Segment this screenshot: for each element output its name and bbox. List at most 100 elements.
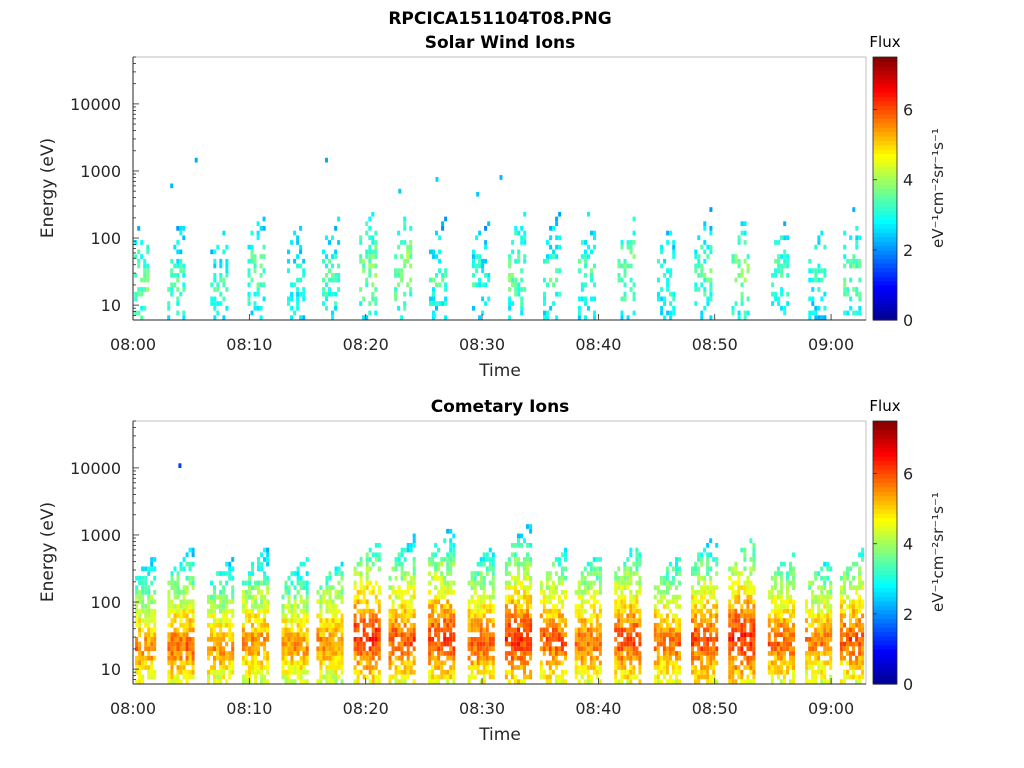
spectrogram-cell bbox=[517, 604, 520, 609]
spectrogram-cell bbox=[814, 244, 818, 250]
spectrogram-cell bbox=[586, 665, 590, 670]
spectrogram-cell bbox=[284, 674, 288, 680]
colorbar-segment bbox=[873, 521, 897, 527]
y-tick-label: 10 bbox=[101, 296, 121, 315]
spectrogram-cell bbox=[337, 608, 341, 614]
spectrogram-cell bbox=[434, 665, 438, 670]
spectrogram-cell bbox=[374, 665, 378, 670]
spectrogram-cell bbox=[749, 594, 753, 600]
spectrogram-cell bbox=[614, 637, 618, 642]
spectrogram-cell bbox=[446, 637, 450, 642]
spectrogram-cell bbox=[577, 627, 581, 633]
spectrogram-cell bbox=[734, 277, 738, 283]
spectrogram-cell bbox=[400, 277, 404, 283]
spectrogram-cell bbox=[691, 566, 694, 572]
spectrogram-cell bbox=[560, 604, 564, 609]
spectrogram-cell bbox=[262, 244, 266, 250]
spectrogram-cell bbox=[356, 674, 360, 680]
spectrogram-cell bbox=[446, 651, 450, 656]
spectrogram-cell bbox=[331, 665, 335, 670]
spectrogram-cell bbox=[703, 277, 707, 283]
spectrogram-cell bbox=[403, 305, 407, 311]
spectrogram-cell bbox=[517, 679, 520, 684]
spectrogram-cell bbox=[394, 632, 398, 637]
spectrogram-cell bbox=[260, 580, 264, 586]
spectrogram-cell bbox=[731, 580, 735, 586]
spectrogram-cell bbox=[449, 604, 453, 609]
spectrogram-cell bbox=[737, 590, 741, 595]
spectrogram-cell bbox=[728, 632, 732, 637]
spectrogram-cell bbox=[479, 618, 483, 623]
spectrogram-cell bbox=[485, 655, 489, 661]
spectrogram-cell bbox=[138, 627, 142, 633]
colorbar-segment bbox=[873, 280, 897, 286]
spectrogram-cell bbox=[429, 296, 432, 302]
spectrogram-cell bbox=[580, 669, 584, 675]
spectrogram-cell bbox=[293, 613, 297, 619]
y-tick-label: 10 bbox=[101, 660, 121, 679]
spectrogram-cell bbox=[247, 244, 251, 250]
spectrogram-cell bbox=[749, 660, 753, 666]
spectrogram-cell bbox=[188, 651, 192, 656]
spectrogram-cell bbox=[740, 608, 744, 614]
spectrogram-cell bbox=[262, 226, 266, 231]
spectrogram-cell bbox=[147, 585, 151, 590]
spectrogram-cell bbox=[551, 669, 555, 675]
spectrogram-cell bbox=[703, 221, 707, 226]
spectrogram-cell bbox=[299, 655, 303, 661]
spectrogram-cell bbox=[858, 665, 862, 670]
spectrogram-cell bbox=[170, 585, 174, 590]
spectrogram-cell bbox=[397, 268, 401, 273]
colorbar-segment bbox=[873, 587, 897, 593]
spectrogram-cell bbox=[284, 622, 288, 628]
spectrogram-cell bbox=[337, 277, 341, 283]
spectrogram-cell bbox=[449, 622, 453, 628]
spectrogram-cell bbox=[779, 632, 783, 637]
spectrogram-cell bbox=[406, 627, 410, 633]
spectrogram-cell bbox=[849, 655, 852, 661]
spectrogram-cell bbox=[287, 268, 290, 273]
spectrogram-cell bbox=[740, 669, 744, 675]
spectrogram-cell bbox=[779, 651, 783, 656]
spectrogram-cell bbox=[331, 622, 335, 628]
spectrogram-cell bbox=[780, 291, 784, 297]
isolated-data-point bbox=[476, 191, 480, 197]
spectrogram-cell bbox=[222, 296, 226, 302]
spectrogram-cell bbox=[814, 613, 818, 619]
spectrogram-cell bbox=[623, 604, 627, 609]
spectrogram-cell bbox=[305, 637, 309, 642]
spectrogram-cell bbox=[446, 571, 450, 576]
spectrogram-cell bbox=[749, 599, 753, 605]
spectrogram-cell bbox=[709, 277, 713, 283]
spectrogram-cell bbox=[617, 580, 621, 586]
spectrogram-cell bbox=[254, 660, 257, 666]
spectrogram-cell bbox=[554, 651, 558, 656]
spectrogram-cell bbox=[290, 637, 294, 642]
spectrogram-cell bbox=[188, 547, 192, 553]
spectrogram-cell bbox=[770, 646, 774, 652]
spectrogram-cell bbox=[141, 660, 145, 666]
spectrogram-cell bbox=[225, 287, 229, 292]
spectrogram-cell bbox=[296, 613, 300, 619]
spectrogram-cell bbox=[671, 599, 675, 605]
spectrogram-cell bbox=[400, 646, 404, 652]
spectrogram-cell bbox=[551, 594, 555, 600]
spectrogram-cell bbox=[671, 632, 675, 637]
spectrogram-cell bbox=[428, 590, 432, 595]
spectrogram-cell bbox=[598, 641, 602, 647]
spectrogram-cell bbox=[668, 632, 672, 637]
spectrogram-cell bbox=[554, 679, 558, 684]
spectrogram-cell bbox=[586, 674, 590, 680]
spectrogram-cell bbox=[805, 608, 808, 614]
spectrogram-cell bbox=[481, 268, 485, 273]
spectrogram-cell bbox=[789, 566, 792, 572]
spectrogram-cell bbox=[789, 618, 792, 623]
spectrogram-cell bbox=[400, 590, 404, 595]
spectrogram-cell bbox=[629, 674, 633, 680]
spectrogram-cell bbox=[328, 674, 332, 680]
spectrogram-cell bbox=[374, 273, 378, 278]
spectrogram-cell bbox=[843, 571, 846, 576]
spectrogram-cell bbox=[598, 575, 602, 581]
spectrogram-cell bbox=[614, 590, 618, 595]
spectrogram-cell bbox=[855, 258, 859, 264]
